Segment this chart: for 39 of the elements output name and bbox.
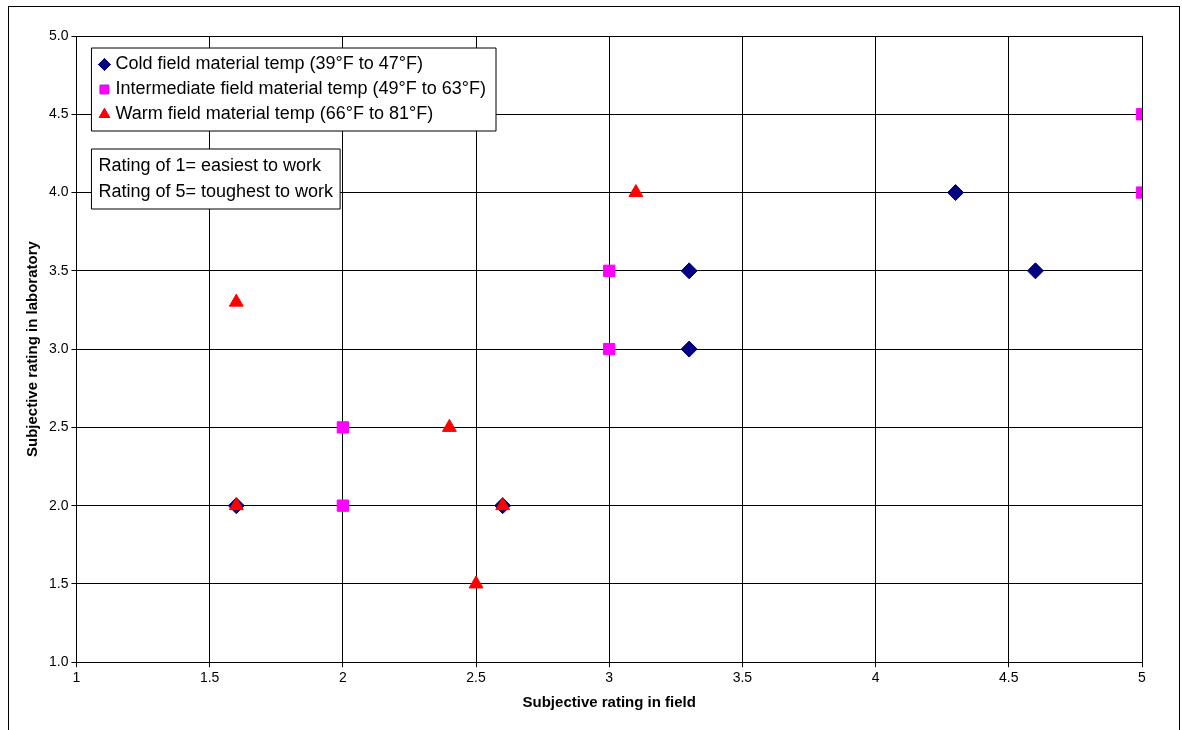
x-tick-label: 2.5 [466,669,486,686]
x-tick-label: 4.5 [999,669,1019,686]
point [603,264,616,277]
annotation: Rating of 1= easiest to work [98,154,323,175]
point [680,262,698,280]
y-tick-label: 1.0 [48,653,69,670]
point [495,497,511,511]
point [1026,262,1044,280]
point [336,421,349,434]
y-tick-label: 3.0 [48,339,69,356]
y-tick-label: 3.5 [48,261,69,278]
x-tick-label: 5 [1138,669,1147,686]
point [628,184,644,198]
y-tick-label: 5.0 [48,26,69,43]
point [947,184,965,202]
legend-label: Cold field material temp (39°F to 47°F) [115,53,423,74]
y-tick-label: 4.0 [48,183,69,200]
x-tick-label: 1.5 [199,669,220,686]
x-tick-label: 3.5 [732,669,753,686]
point [468,575,484,589]
legend-label: Intermediate field material temp (49°F to 63°F) [115,78,487,99]
point [680,340,698,358]
x-tick-label: 2 [338,669,347,686]
annotation: Rating of 5= toughest to work [98,180,335,201]
point [603,342,616,356]
y-tick-label: 2.5 [48,418,69,435]
point [336,499,349,512]
y-tick-label: 4.5 [48,105,69,122]
x-tick-label: 3 [605,669,614,686]
x-axis-title: Subjective rating in field [522,693,696,711]
y-axis-title: Subjective rating in laboratory [23,240,41,458]
point [228,497,244,511]
legend-label: Warm field material temp (66°F to 81°F) [115,103,434,124]
point [228,293,244,307]
y-tick-label: 1.5 [48,574,69,591]
x-tick-label: 4 [871,669,880,686]
point [441,418,457,432]
x-tick-label: 1 [72,669,81,686]
y-tick-label: 2.0 [48,496,69,513]
